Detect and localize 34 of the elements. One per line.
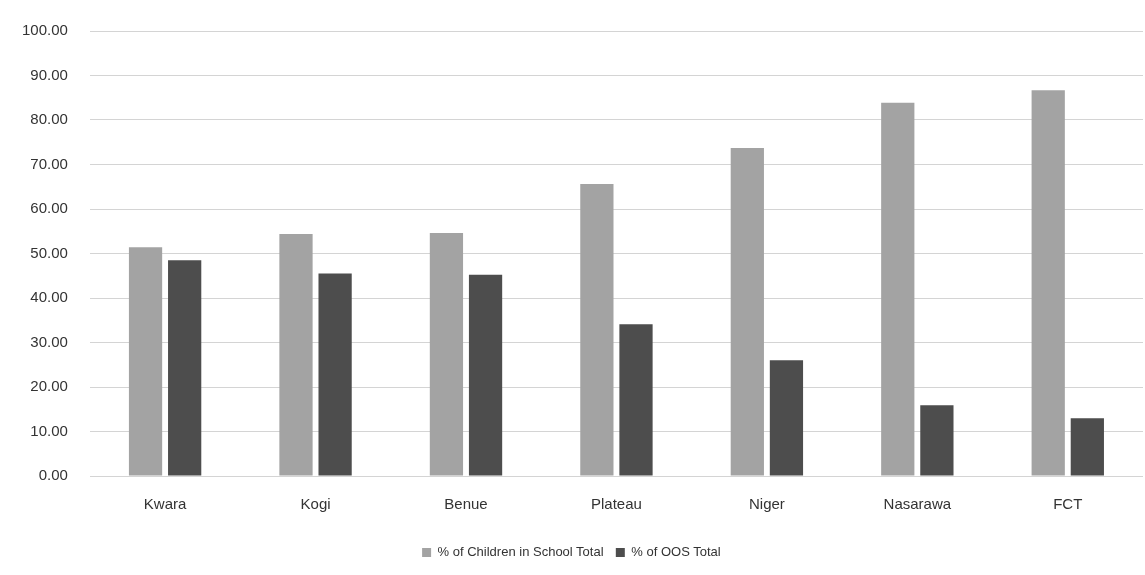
y-tick-label: 10.00 xyxy=(30,421,68,439)
bar xyxy=(429,233,464,476)
bar xyxy=(769,360,804,476)
y-tick-label: 40.00 xyxy=(30,288,68,306)
x-tick-label: Plateau xyxy=(591,495,642,513)
legend-label: % of Children in School Total xyxy=(437,544,604,560)
bar xyxy=(619,324,653,476)
x-tick-label: Benue xyxy=(444,495,488,513)
x-tick-label: Nasarawa xyxy=(883,495,952,513)
bar xyxy=(1031,90,1065,476)
x-tick-label: Kwara xyxy=(143,495,188,513)
bar xyxy=(920,405,954,476)
bar xyxy=(168,260,202,476)
y-tick-label: 90.00 xyxy=(30,65,68,83)
bar xyxy=(1070,418,1104,476)
x-tick-label: Niger xyxy=(748,495,785,513)
y-tick-label: 30.00 xyxy=(30,332,68,350)
bar xyxy=(730,148,764,476)
bar xyxy=(468,274,503,476)
x-tick-label: Kogi xyxy=(300,495,331,513)
y-tick-label: 100.00 xyxy=(21,21,68,39)
y-tick-label: 20.00 xyxy=(30,377,68,395)
bar xyxy=(318,273,352,476)
bar xyxy=(279,233,313,476)
y-tick-label: 0.00 xyxy=(38,466,68,484)
bar xyxy=(881,102,915,476)
y-tick-label: 80.00 xyxy=(30,110,68,128)
y-tick-label: 50.00 xyxy=(30,243,68,261)
bar xyxy=(128,247,163,476)
bar xyxy=(580,184,614,476)
y-tick-label: 60.00 xyxy=(30,199,68,217)
legend-label: % of OOS Total xyxy=(631,544,721,560)
y-tick-label: 70.00 xyxy=(30,154,68,172)
x-tick-label: FCT xyxy=(1053,495,1083,513)
